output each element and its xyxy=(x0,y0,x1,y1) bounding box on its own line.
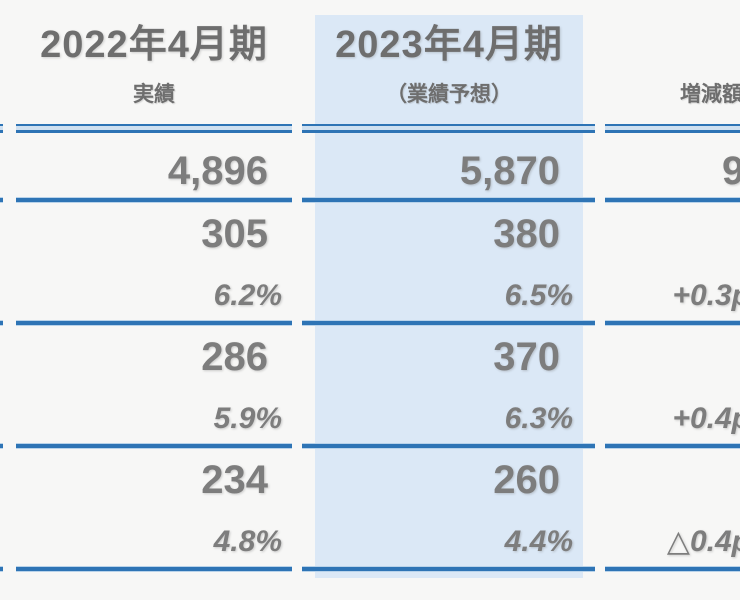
rule3-col1 xyxy=(16,443,292,449)
cell-row1-change-truncated: 9 xyxy=(722,149,740,193)
cell-row7-change-truncated: △0.4p xyxy=(666,525,740,558)
cell-row6-fy2022: 234 xyxy=(201,458,268,502)
header-rule-col2 xyxy=(302,124,595,133)
rule4-col2 xyxy=(302,566,595,572)
rule4-col1 xyxy=(16,566,292,572)
rule2-stub xyxy=(0,320,3,326)
cell-row6-fy2023: 260 xyxy=(493,458,560,502)
rule4-col3 xyxy=(605,566,740,572)
header-rule-col3 xyxy=(605,124,740,133)
cell-row1-fy2023: 5,870 xyxy=(459,149,560,193)
rule1-col3 xyxy=(605,197,740,203)
highlight-column-fy2023 xyxy=(315,15,583,578)
header-subtitle-fy2023: （業績予想） xyxy=(386,83,512,106)
cell-row3-fy2022: 6.2% xyxy=(213,279,282,312)
rule4-stub xyxy=(0,566,3,572)
rule3-col2 xyxy=(302,443,595,449)
rule1-stub xyxy=(0,197,3,203)
rule2-col3 xyxy=(605,320,740,326)
cell-row2-fy2023: 380 xyxy=(493,212,560,256)
header-subtitle-change: 増減額 xyxy=(680,83,740,106)
cell-row4-fy2023: 370 xyxy=(493,335,560,379)
cell-row1-fy2022: 4,896 xyxy=(167,149,268,193)
cell-row3-change-truncated: +0.3p xyxy=(672,279,740,312)
rule1-col1 xyxy=(16,197,292,203)
rule1-col2 xyxy=(302,197,595,203)
header-title-fy2022: 2022年4月期 xyxy=(40,24,268,66)
header-rule-col1 xyxy=(16,124,292,133)
rule2-col2 xyxy=(302,320,595,326)
rule2-col1 xyxy=(16,320,292,326)
cell-row4-fy2022: 286 xyxy=(201,335,268,379)
cell-row7-fy2023: 4.4% xyxy=(504,525,573,558)
cell-row2-fy2022: 305 xyxy=(201,212,268,256)
header-subtitle-fy2022: 実績 xyxy=(133,83,175,106)
cell-row5-change-truncated: +0.4p xyxy=(672,402,740,435)
rule3-stub xyxy=(0,443,3,449)
cell-row5-fy2023: 6.3% xyxy=(504,402,573,435)
cell-row5-fy2022: 5.9% xyxy=(213,402,282,435)
cell-row3-fy2023: 6.5% xyxy=(504,279,573,312)
cell-row7-fy2022: 4.8% xyxy=(213,525,282,558)
header-title-fy2023: 2023年4月期 xyxy=(335,24,563,66)
header-rule-stub xyxy=(0,124,3,133)
rule3-col3 xyxy=(605,443,740,449)
